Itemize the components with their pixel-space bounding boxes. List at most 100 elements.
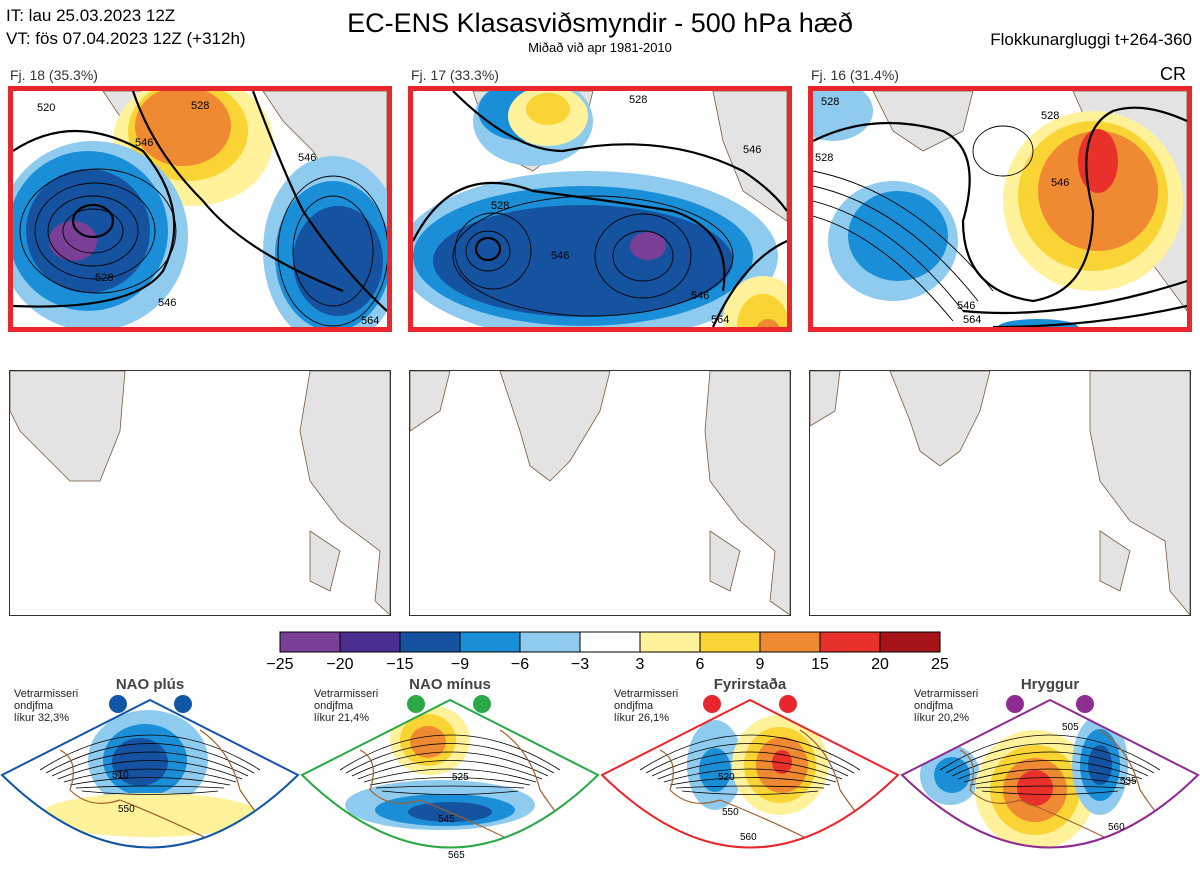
regime-fan-outline <box>900 698 1200 849</box>
colorbar-swatch <box>819 631 881 653</box>
anomaly-shading <box>1088 745 1112 785</box>
coastline <box>659 749 811 841</box>
regime-note-line: Vetrarmisseri <box>314 688 379 700</box>
regime-contour-label: 520 <box>718 772 735 783</box>
cluster-3-map[interactable]: 528 528 546 528 546 564 <box>808 86 1192 332</box>
regime-probability-note: Vetrarmisseri ondjfma líkur 21,4% <box>314 688 378 724</box>
regime-note-line: Vetrarmisseri <box>14 688 79 700</box>
colorbar-swatch <box>699 631 761 653</box>
forecast-times: IT: lau 25.03.2023 12Z VT: fös 07.04.202… <box>6 4 246 50</box>
regime-fan-outline <box>300 698 600 849</box>
regime-note-line: líkur 21,4% <box>314 712 370 724</box>
regime-note-line: Vetrarmisseri <box>914 688 979 700</box>
cluster-1-label: Fj. 18 (35.3%) <box>10 67 98 83</box>
regime-note-line: líkur 26,1% <box>614 712 670 724</box>
regime-marker <box>1076 695 1094 713</box>
regime-note-line: líkur 32,3% <box>14 712 70 724</box>
contour-label: 564 <box>711 314 729 326</box>
cr-label: CR <box>1160 64 1186 84</box>
regime-note-line: Vetrarmisseri <box>614 688 679 700</box>
contour-label: 528 <box>191 100 209 112</box>
colorbar-tick-label: −15 <box>386 656 414 673</box>
contour-label: 528 <box>629 94 647 106</box>
contour-label: 528 <box>95 272 113 284</box>
colorbar-swatch <box>759 631 821 653</box>
anomaly-colorbar <box>279 631 941 653</box>
cluster-2-map[interactable]: 528 528 546 546 546 564 <box>408 86 792 332</box>
regime-marker <box>1006 695 1024 713</box>
regime-fan-1[interactable]: 510 550 <box>0 690 300 871</box>
contour-label: 546 <box>1051 177 1069 189</box>
anomaly-shading <box>1014 854 1046 866</box>
regime-fan-3[interactable]: 520 550 560 <box>600 690 900 871</box>
colorbar-swatch <box>639 631 701 653</box>
anomaly-shading <box>934 757 970 793</box>
contour-label: 546 <box>957 300 975 312</box>
regime-marker <box>779 695 797 713</box>
regime-marker <box>473 695 491 713</box>
regime-note-line: líkur 20,2% <box>914 712 970 724</box>
contour-label: 528 <box>491 200 509 212</box>
contour-label: 546 <box>743 144 761 156</box>
cluster-3-label: Fj. 16 (31.4%) <box>811 67 899 83</box>
classification-window: Flokkunargluggi t+264-360 <box>990 30 1192 49</box>
contour-label: 564 <box>361 315 379 327</box>
regime-contour-label: 560 <box>1108 822 1125 833</box>
regime-fan-outline <box>600 698 900 849</box>
regime-contour-label: 535 <box>1120 776 1137 787</box>
colorbar-tick-label: −3 <box>570 656 590 673</box>
colorbar-tick-label: 3 <box>635 656 645 673</box>
anomaly-shading <box>40 793 260 837</box>
initial-time: IT: lau 25.03.2023 12Z <box>6 6 176 25</box>
colorbar-swatch <box>879 631 941 653</box>
colorbar-tick-label: −20 <box>326 656 354 673</box>
contour-label: 520 <box>37 102 55 114</box>
cluster-2-label: Fj. 17 (33.3%) <box>411 67 499 83</box>
regime-title: Fyrirstaða <box>713 676 787 693</box>
regime-contour-label: 510 <box>112 770 129 781</box>
colorbar-swatch <box>519 631 581 653</box>
regime-title: Hryggur <box>1020 676 1080 693</box>
regime-contour-label: 565 <box>448 850 465 861</box>
contour-label: 564 <box>963 314 981 326</box>
regime-fan-4[interactable]: 505 535 560 <box>900 690 1200 871</box>
colorbar-tick-label: 20 <box>871 656 889 673</box>
regime-fan-2[interactable]: 525 545 565 <box>300 690 600 871</box>
cluster-1-map[interactable]: 520 528 546 546 546 528 564 <box>8 86 392 332</box>
page-title: EC-ENS Klasasviðsmyndir - 500 hPa hæð <box>347 8 853 38</box>
contour-label: 546 <box>691 290 709 302</box>
contour-label: 528 <box>815 152 833 164</box>
coastline <box>959 749 1111 841</box>
contour-label: 528 <box>1041 110 1059 122</box>
blank-map-2[interactable] <box>409 370 791 616</box>
anomaly-shading <box>699 748 731 792</box>
blank-map-1[interactable] <box>9 370 391 616</box>
regime-probability-note: Vetrarmisseri ondjfma líkur 20,2% <box>914 688 978 724</box>
colorbar-swatch <box>339 631 401 653</box>
valid-time: VT: fös 07.04.2023 12Z (+312h) <box>6 29 246 48</box>
colorbar-tick-label: −6 <box>510 656 530 673</box>
colorbar-swatch <box>399 631 461 653</box>
coastline <box>359 749 511 841</box>
regime-marker <box>109 695 127 713</box>
regime-note-line: ondjfma <box>614 700 654 712</box>
regime-contour-label: 525 <box>452 772 469 783</box>
regime-marker <box>703 695 721 713</box>
regime-probability-note: Vetrarmisseri ondjfma líkur 32,3% <box>14 688 78 724</box>
regime-probability-note: Vetrarmisseri ondjfma líkur 26,1% <box>614 688 678 724</box>
regime-note-line: ondjfma <box>314 700 354 712</box>
regime-contour-label: 550 <box>118 804 135 815</box>
coastline <box>59 749 211 841</box>
regime-contour-label: 545 <box>438 814 455 825</box>
regime-contour-label: 505 <box>1062 722 1079 733</box>
colorbar-swatch <box>279 631 341 653</box>
blank-map-3[interactable] <box>809 370 1191 616</box>
regime-marker <box>407 695 425 713</box>
regime-marker <box>174 695 192 713</box>
colorbar-tick-label: −9 <box>450 656 470 673</box>
anomaly-shading <box>1017 770 1053 806</box>
contour-label: 546 <box>158 297 176 309</box>
regime-fan-outline <box>0 698 300 849</box>
anomaly-shading <box>410 726 446 758</box>
colorbar-swatch <box>459 631 521 653</box>
